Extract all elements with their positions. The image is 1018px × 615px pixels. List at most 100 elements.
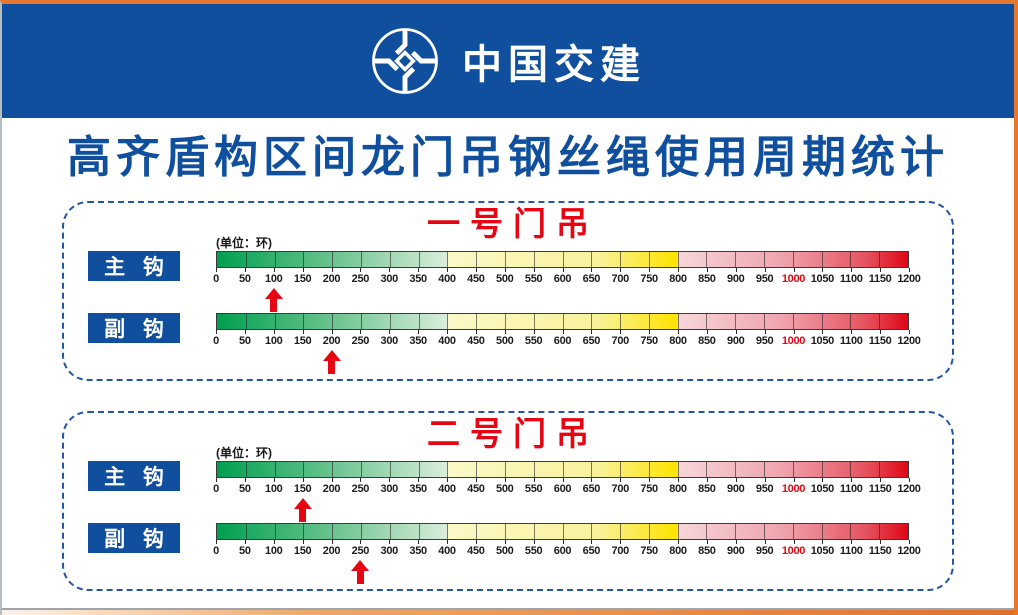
tick-mark [389, 540, 391, 544]
main-hook-label: 主 钩 [88, 461, 180, 491]
segment-divider [850, 462, 852, 477]
tick-mark [678, 540, 679, 544]
tick-label: 1000 [781, 273, 806, 285]
tick-label: 1150 [868, 335, 892, 347]
tick-label: 350 [409, 483, 427, 495]
segment-divider [591, 252, 593, 267]
tick-label: 850 [698, 545, 716, 557]
tick-mark [331, 330, 333, 334]
tick-mark [880, 330, 882, 334]
tick-label: 1200 [897, 273, 921, 285]
segment-divider [821, 314, 823, 329]
tick-mark [244, 478, 246, 482]
tick-mark [475, 478, 477, 482]
tick-label: 250 [351, 273, 370, 285]
tick-mark [880, 478, 882, 482]
segment-divider [504, 314, 506, 329]
unit-note: (单位：环) [216, 446, 272, 460]
tick-mark [649, 268, 651, 272]
tick-label: 300 [380, 483, 399, 495]
tick-label: 500 [496, 545, 514, 557]
tick-label: 300 [380, 335, 399, 347]
tick-label: 400 [438, 335, 456, 347]
tick-label: 0 [213, 483, 219, 495]
tick-mark [591, 478, 593, 482]
tick-label: 800 [669, 545, 687, 557]
segment-divider [706, 314, 708, 329]
tick-label: 50 [239, 545, 251, 557]
main-hook-usage-scale: (单位：环) 0 50 100 150 200 250 300 350 400 450 500 550 6… [213, 446, 921, 523]
tick-label: 200 [322, 273, 341, 285]
segment-divider [677, 252, 679, 267]
segment-divider [648, 462, 650, 477]
tick-mark [418, 330, 420, 334]
segment-divider [706, 462, 708, 477]
tick-mark [216, 268, 217, 272]
tick-label: 200 [322, 335, 341, 347]
segment-divider [332, 462, 334, 477]
segment-divider [303, 252, 305, 267]
tick-label: 450 [467, 335, 485, 347]
aux-hook-usage-scale: 0 50 100 150 200 250 300 350 400 450 500 550 600 650 7… [213, 523, 921, 585]
tick-label: 400 [438, 273, 456, 285]
segment-divider [447, 524, 449, 539]
segment-divider [648, 252, 650, 267]
tick-mark [475, 540, 477, 544]
tick-label: 600 [553, 483, 572, 495]
tick-label: 650 [582, 545, 601, 557]
tick-label: 200 [322, 483, 341, 495]
segment-divider [418, 252, 420, 267]
tick-label: 950 [755, 273, 774, 285]
tick-mark [562, 330, 564, 334]
tick-label: 250 [351, 335, 370, 347]
tick-label: 850 [698, 483, 716, 495]
segment-divider [677, 462, 679, 477]
tick-label: 600 [553, 273, 572, 285]
tick-label: 750 [640, 545, 658, 557]
segment-divider [735, 462, 737, 477]
segment-divider [447, 252, 449, 267]
usage-gradient-bar [216, 251, 909, 268]
tick-mark [764, 540, 766, 544]
tick-label: 950 [755, 483, 774, 495]
segment-divider [332, 524, 334, 539]
segment-divider [821, 462, 823, 477]
segment-divider [332, 314, 334, 329]
tick-mark [302, 478, 304, 482]
segment-divider [476, 524, 478, 539]
pointer-arrow [264, 288, 283, 312]
usage-gradient-bar [216, 523, 909, 540]
segment-divider [879, 462, 881, 477]
tick-mark [822, 540, 824, 544]
tick-mark [533, 268, 535, 272]
tick-mark [475, 330, 477, 334]
tick-mark [764, 268, 766, 272]
tick-mark [302, 268, 304, 272]
tick-label: 550 [524, 483, 543, 495]
segment-divider [533, 252, 535, 267]
segment-divider [504, 524, 506, 539]
tick-mark [447, 540, 448, 544]
segment-divider [360, 524, 362, 539]
tick-mark [909, 478, 910, 482]
tick-mark [302, 540, 304, 544]
tick-label: 1050 [810, 483, 835, 495]
tick-mark [533, 478, 535, 482]
crane-section-1: 一号门吊 主 钩 (单位：环) 0 50 100 150 200 250 300 350 400 4… [62, 201, 954, 381]
usage-gradient-bar [216, 461, 909, 478]
tick-mark [447, 268, 448, 272]
segment-divider [792, 524, 794, 539]
tick-label: 1000 [781, 545, 806, 557]
tick-label: 450 [467, 273, 485, 285]
tick-label: 900 [727, 273, 745, 285]
tick-mark [793, 478, 795, 482]
segment-divider [476, 252, 478, 267]
segment-divider [562, 462, 564, 477]
segment-divider [303, 462, 305, 477]
pointer-arrow-head [264, 288, 283, 299]
tick-mark [504, 478, 506, 482]
tick-mark [880, 540, 882, 544]
segment-divider [274, 314, 276, 329]
tick-mark [909, 330, 910, 334]
